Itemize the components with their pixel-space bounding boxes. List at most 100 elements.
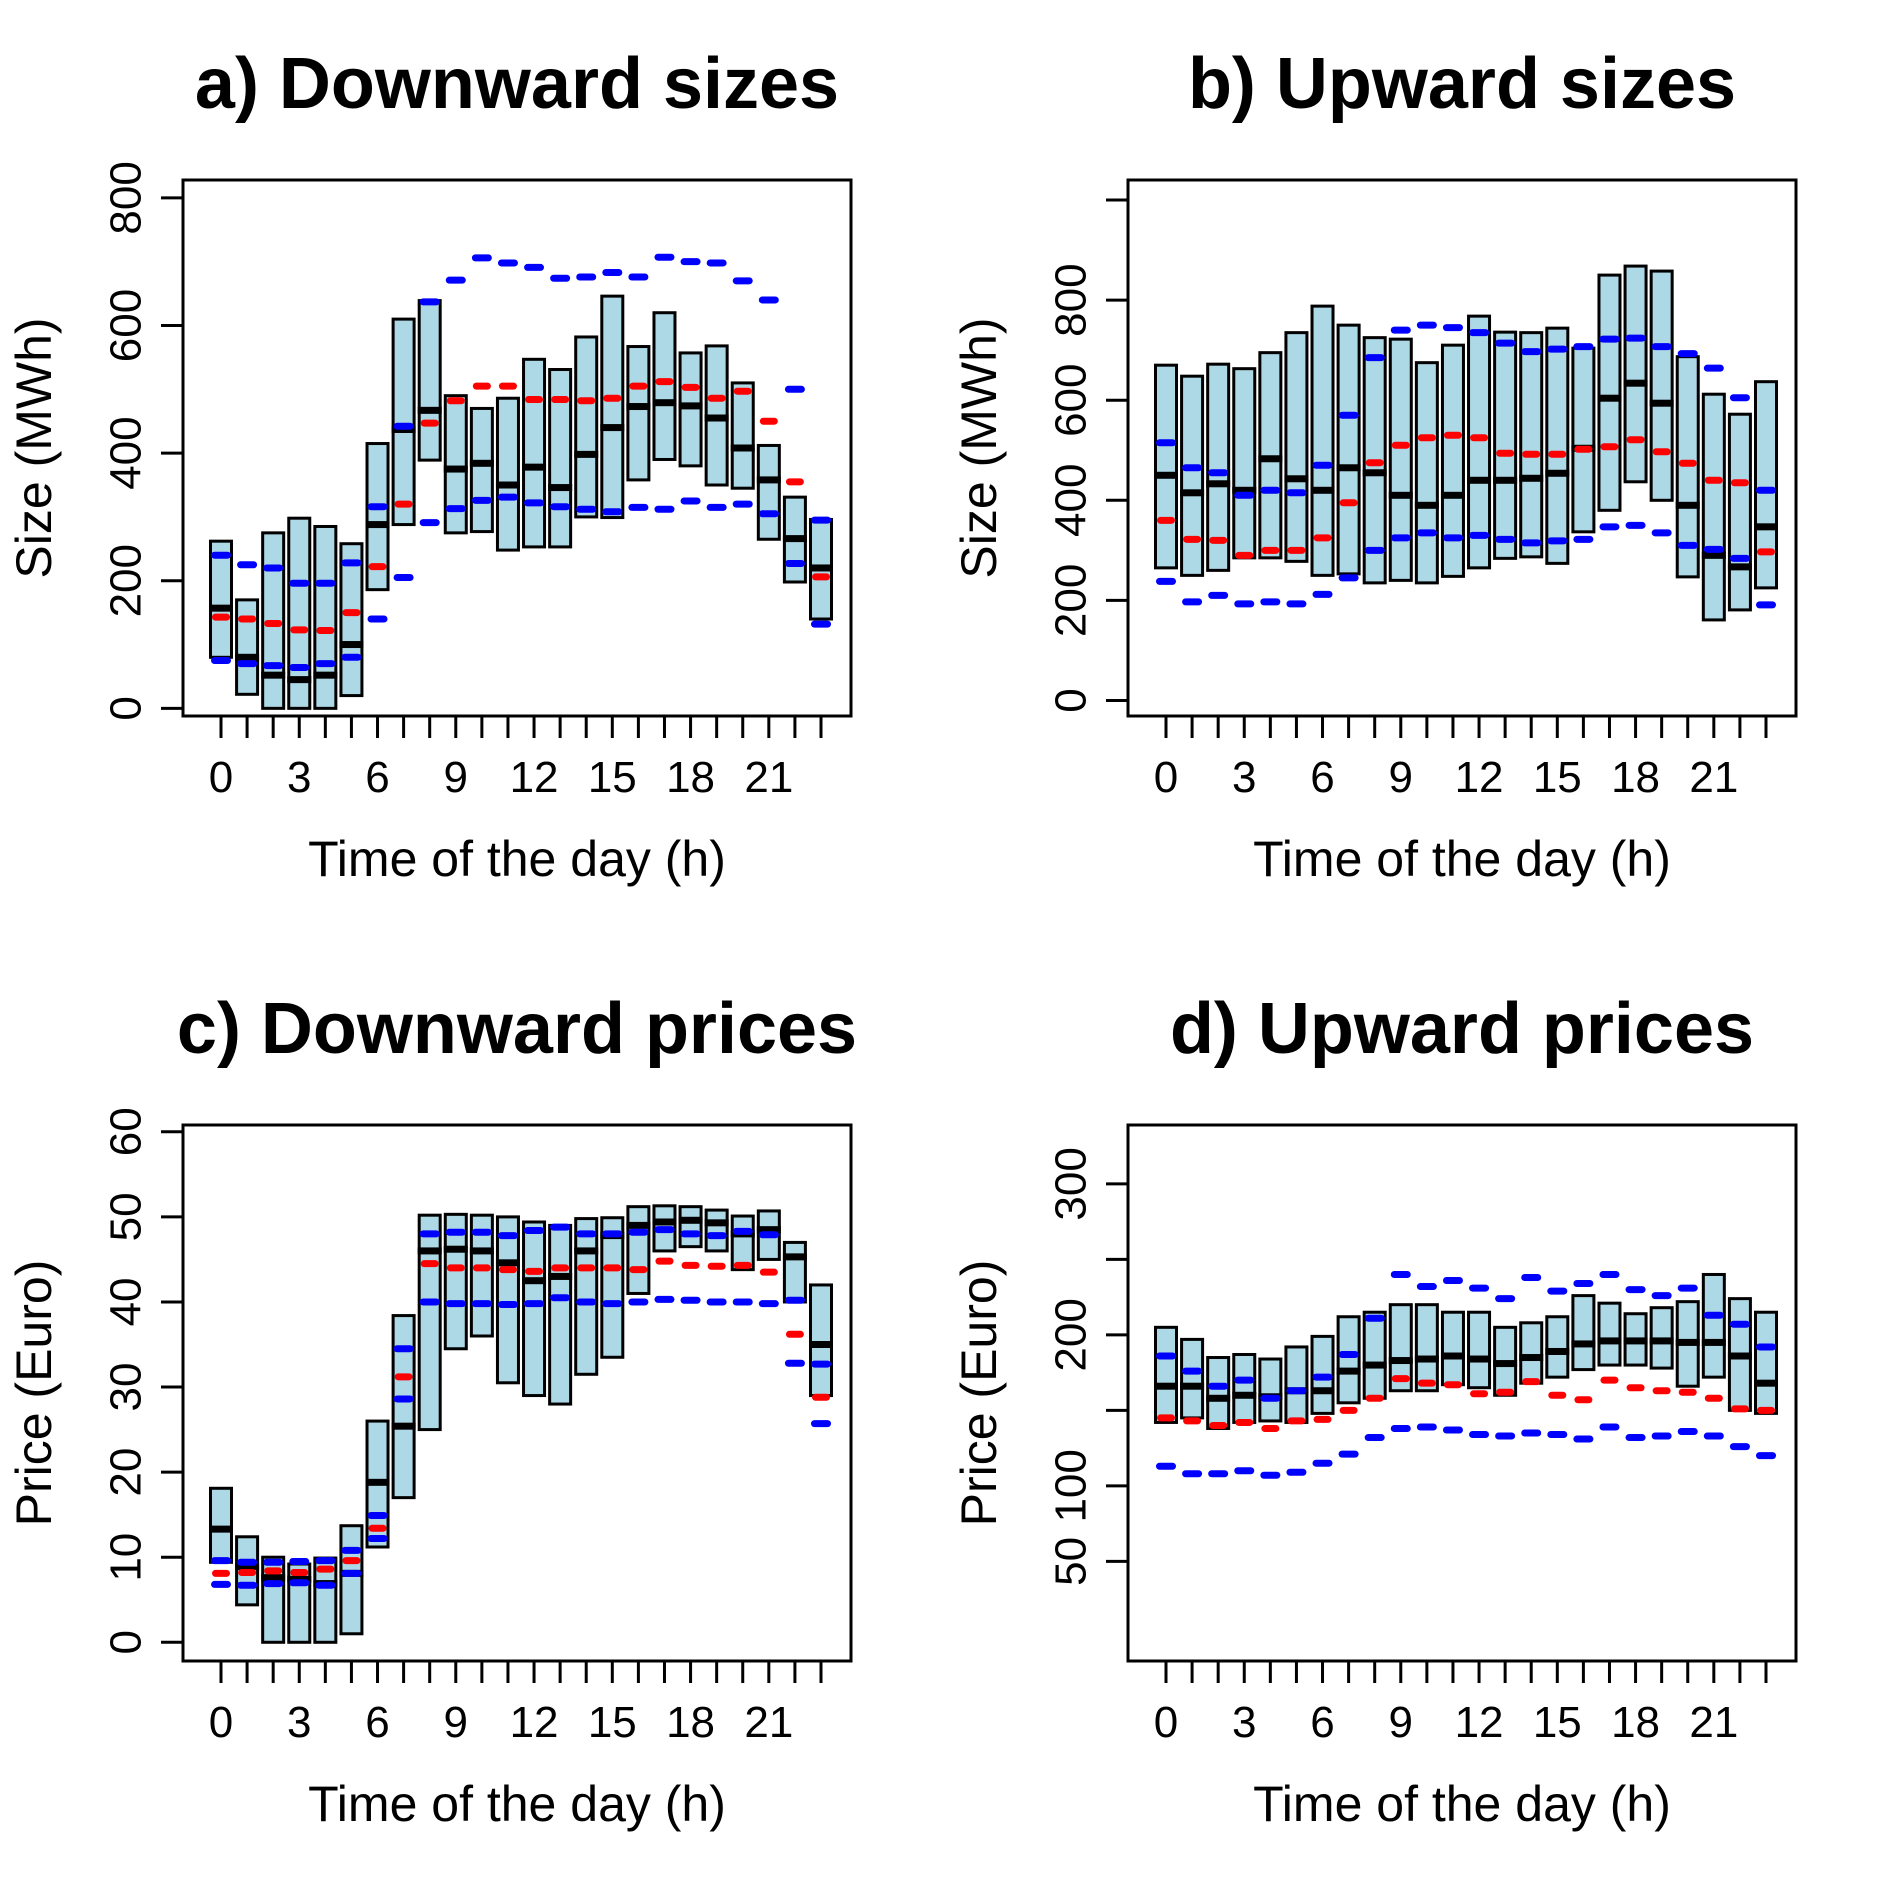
blue-high-dash-hour-21 (758, 296, 779, 304)
median-hour-23 (1754, 523, 1779, 531)
blue-high-dash-hour-14 (576, 273, 597, 281)
blue-high-dash-hour-12 (524, 263, 545, 271)
box-hour-17 (1597, 273, 1622, 512)
median-hour-16 (626, 1221, 651, 1229)
blue-low-dash-hour-10 (471, 1300, 492, 1308)
red-dash-hour-20 (733, 1261, 752, 1269)
box-hour-14 (1519, 331, 1544, 559)
box-hour-14 (574, 335, 599, 519)
red-dash-hour-20 (1678, 1388, 1697, 1396)
blue-high-dash-hour-5 (341, 559, 362, 567)
box-hour-9 (443, 394, 468, 535)
box-hour-12 (1467, 1310, 1492, 1390)
box-hour-5 (339, 542, 364, 698)
median-hour-8 (1362, 1361, 1387, 1369)
blue-high-dash-hour-13 (1495, 339, 1516, 347)
median-hour-2 (261, 1574, 286, 1582)
median-hour-0 (209, 1525, 233, 1533)
red-dash-hour-20 (733, 387, 752, 395)
blue-high-dash-hour-20 (1677, 350, 1698, 358)
box-hour-0 (1154, 1325, 1178, 1424)
red-dash-hour-0 (212, 613, 230, 621)
median-hour-17 (652, 1218, 677, 1226)
median-hour-14 (1519, 1354, 1544, 1362)
red-dash-hour-21 (759, 417, 778, 425)
median-hour-10 (1414, 1355, 1439, 1363)
y-tick-label: 600 (1047, 363, 1096, 436)
blue-low-dash-hour-13 (550, 503, 571, 511)
red-dash-hour-18 (1626, 436, 1645, 444)
box-hour-13 (548, 1223, 573, 1406)
median-hour-23 (809, 564, 834, 572)
box-hour-12 (522, 1220, 547, 1398)
box-hour-15 (600, 294, 625, 520)
red-dash-hour-17 (655, 378, 674, 386)
median-hour-18 (678, 1216, 703, 1224)
blue-low-dash-hour-4 (315, 660, 336, 668)
median-hour-4 (313, 671, 338, 679)
x-tick-label: 15 (1533, 1698, 1582, 1747)
box-hour-2 (1206, 1356, 1231, 1430)
median-hour-15 (1545, 1347, 1570, 1355)
box-hour-18 (678, 1205, 703, 1249)
blue-low-dash-hour-20 (732, 500, 753, 508)
box-hour-15 (1545, 1315, 1570, 1379)
red-dash-hour-3 (290, 1569, 309, 1577)
blue-high-dash-hour-18 (1625, 1286, 1646, 1294)
median-hour-20 (1675, 1338, 1700, 1346)
red-dash-hour-23 (1757, 1406, 1776, 1414)
box-hour-22 (1727, 412, 1752, 612)
blue-high-dash-hour-4 (315, 1557, 336, 1565)
blue-low-dash-hour-0 (211, 656, 231, 664)
red-dash-hour-13 (551, 1264, 570, 1272)
blue-high-dash-hour-18 (1625, 334, 1646, 342)
median-hour-22 (782, 535, 807, 543)
box-hour-20 (730, 1214, 755, 1272)
blue-high-dash-hour-16 (1573, 343, 1594, 351)
blue-high-dash-hour-8 (419, 298, 440, 306)
blue-high-dash-hour-7 (1338, 411, 1359, 419)
red-dash-hour-3 (1235, 551, 1254, 559)
blue-high-dash-hour-4 (1260, 486, 1281, 494)
box-hour-23 (809, 1283, 834, 1398)
blue-high-dash-hour-18 (680, 258, 701, 266)
y-tick-label: 0 (102, 1630, 151, 1654)
blue-low-dash-hour-0 (1156, 1462, 1176, 1470)
red-dash-hour-15 (603, 1264, 622, 1272)
red-dash-hour-17 (655, 1257, 674, 1265)
median-hour-9 (1388, 491, 1413, 499)
blue-high-dash-hour-10 (471, 1228, 492, 1236)
x-tick-label: 6 (1310, 1698, 1334, 1747)
blue-low-dash-hour-9 (445, 1300, 466, 1308)
y-tick-label: 50 (1047, 1537, 1096, 1586)
median-hour-10 (469, 1247, 494, 1255)
median-hour-21 (756, 476, 781, 484)
blue-high-dash-hour-16 (1573, 1280, 1594, 1288)
red-dash-hour-22 (1730, 479, 1749, 487)
blue-high-dash-hour-14 (1521, 348, 1542, 356)
median-hour-16 (626, 403, 651, 411)
box-hour-12 (522, 357, 547, 549)
red-dash-hour-10 (1417, 434, 1436, 442)
blue-low-dash-hour-20 (1677, 1428, 1698, 1436)
median-hour-20 (730, 444, 755, 452)
box-hour-5 (1284, 331, 1309, 563)
x-tick-label: 21 (744, 1698, 793, 1747)
blue-low-dash-hour-5 (341, 653, 362, 661)
blue-high-dash-hour-10 (1416, 1283, 1437, 1291)
blue-low-dash-hour-11 (1442, 1426, 1463, 1434)
blue-low-dash-hour-21 (758, 510, 779, 518)
median-hour-18 (1623, 1337, 1648, 1345)
blue-low-dash-hour-11 (497, 1301, 518, 1309)
blue-low-dash-hour-21 (758, 1300, 779, 1308)
median-hour-18 (1623, 379, 1648, 387)
blue-high-dash-hour-22 (1729, 394, 1750, 402)
red-dash-hour-6 (1313, 534, 1332, 542)
panel-b-title: b) Upward sizes (1187, 44, 1737, 124)
red-dash-hour-12 (1470, 434, 1489, 442)
blue-high-dash-hour-0 (1156, 439, 1176, 447)
median-hour-13 (548, 484, 573, 492)
red-dash-hour-1 (1183, 1417, 1202, 1425)
red-dash-hour-4 (1261, 1424, 1280, 1432)
panel-d-xlabel: Time of the day (h) (1253, 1776, 1671, 1832)
